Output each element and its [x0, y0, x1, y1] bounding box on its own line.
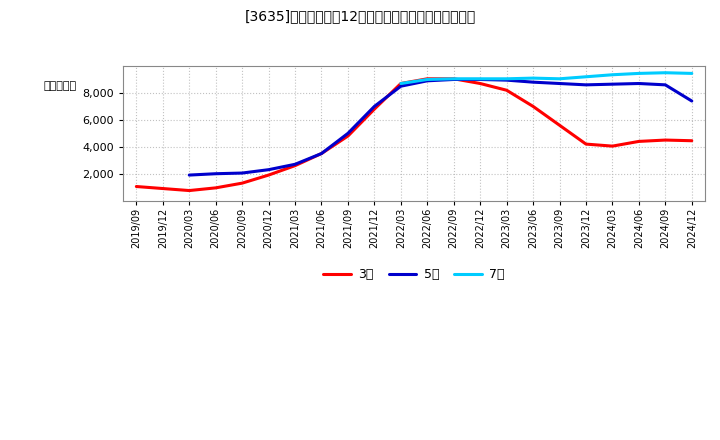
3年 — [370, 106, 379, 112]
Text: [3635]　当期純利益12か月移動合計の標準偏差の推移: [3635] 当期純利益12か月移動合計の標準偏差の推移 — [244, 9, 476, 23]
3年 — [449, 76, 458, 81]
3年 — [528, 104, 537, 109]
5年 — [555, 81, 564, 86]
5年 — [608, 81, 617, 87]
3年 — [688, 138, 696, 143]
Line: 7年: 7年 — [401, 73, 692, 84]
7年 — [476, 76, 485, 81]
3年 — [397, 81, 405, 86]
5年 — [291, 161, 300, 167]
7年 — [661, 70, 670, 75]
7年 — [688, 71, 696, 76]
3年 — [661, 137, 670, 143]
3年 — [158, 186, 167, 191]
7年 — [582, 74, 590, 79]
3年 — [264, 172, 273, 178]
3年 — [503, 88, 511, 93]
5年 — [449, 77, 458, 82]
3年 — [318, 151, 326, 156]
3年 — [291, 163, 300, 168]
3年 — [582, 141, 590, 147]
3年 — [634, 139, 643, 144]
7年 — [503, 76, 511, 81]
3年 — [608, 143, 617, 149]
7年 — [449, 76, 458, 81]
3年 — [423, 76, 431, 81]
3年 — [212, 185, 220, 191]
3年 — [132, 184, 140, 189]
5年 — [212, 171, 220, 176]
5年 — [423, 78, 431, 84]
7年 — [423, 77, 431, 82]
Line: 3年: 3年 — [136, 79, 692, 191]
5年 — [343, 131, 352, 136]
5年 — [397, 84, 405, 89]
7年 — [634, 71, 643, 76]
Legend: 3年, 5年, 7年: 3年, 5年, 7年 — [318, 264, 510, 286]
5年 — [634, 81, 643, 86]
3年 — [343, 133, 352, 139]
3年 — [476, 81, 485, 86]
5年 — [185, 172, 194, 178]
Y-axis label: （百万円）: （百万円） — [44, 81, 77, 91]
5年 — [318, 151, 326, 156]
5年 — [688, 99, 696, 104]
5年 — [661, 82, 670, 88]
Line: 5年: 5年 — [189, 80, 692, 175]
5年 — [238, 170, 246, 176]
7年 — [528, 76, 537, 81]
5年 — [503, 77, 511, 83]
7年 — [555, 76, 564, 81]
5年 — [582, 82, 590, 88]
5年 — [370, 104, 379, 109]
3年 — [185, 188, 194, 193]
3年 — [555, 123, 564, 128]
7年 — [608, 72, 617, 77]
5年 — [264, 167, 273, 172]
5年 — [476, 77, 485, 82]
7年 — [397, 81, 405, 86]
5年 — [528, 80, 537, 85]
3年 — [238, 180, 246, 186]
